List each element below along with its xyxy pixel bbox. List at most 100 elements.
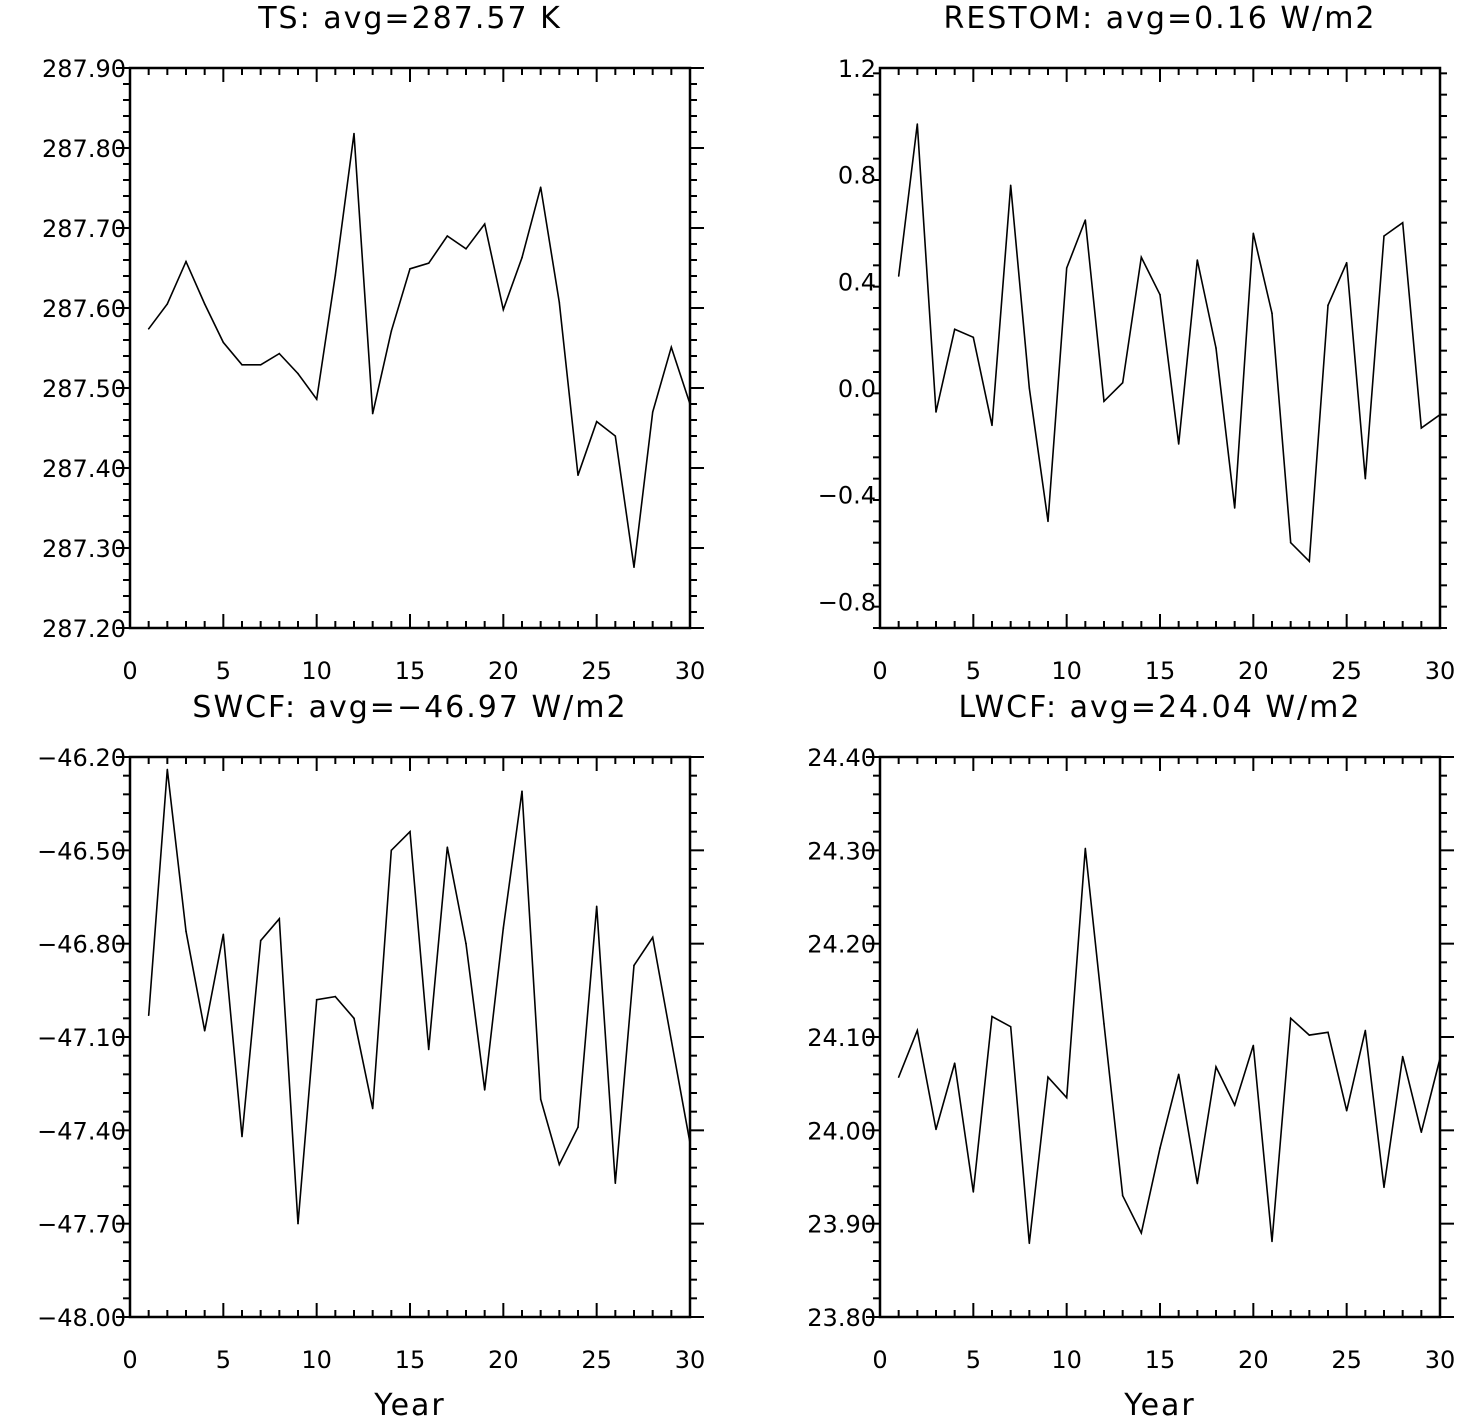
y-tick-label: 287.30 [42, 535, 126, 563]
data-point [334, 274, 337, 277]
x-tick-label: 20 [488, 657, 519, 685]
series-line [897, 123, 1441, 564]
data-point [1364, 1029, 1367, 1032]
data-point [166, 303, 169, 305]
data-point [916, 1029, 919, 1032]
data-point [1103, 400, 1105, 403]
plot-frame [878, 66, 1442, 630]
x-tick-label: 10 [1051, 1346, 1082, 1374]
data-point [1028, 1242, 1031, 1245]
y-tick-label: 287.50 [42, 375, 126, 403]
data-point [935, 411, 937, 413]
data-point [1084, 847, 1087, 850]
y-tick-label: 0.8 [838, 162, 876, 190]
data-point [371, 1107, 374, 1110]
data-point [1047, 520, 1049, 523]
data-point [1028, 387, 1031, 389]
data-point [390, 849, 393, 852]
data-point [483, 223, 486, 225]
data-point [670, 346, 673, 349]
data-point [427, 262, 430, 265]
data-point [502, 927, 505, 929]
data-point [241, 1135, 243, 1138]
y-tick-label: 287.80 [42, 135, 126, 163]
data-point [972, 336, 975, 339]
x-axis-label: Year [373, 1388, 446, 1416]
data-point [1065, 267, 1068, 269]
data-point [1196, 259, 1199, 261]
x-axis-label: Year [1123, 1388, 1196, 1416]
data-point [1439, 1057, 1441, 1060]
x-tick-label: 15 [395, 657, 426, 685]
data-point [1401, 221, 1404, 224]
data-point [185, 260, 187, 263]
data-point [1196, 1182, 1199, 1185]
data-point [1383, 1186, 1385, 1189]
y-tick-label: 287.60 [42, 295, 126, 323]
data-point [953, 328, 956, 331]
data-point [689, 1141, 691, 1144]
data-point [521, 790, 523, 793]
panel-swcf: SWCF: avg=−46.97 W/m2 0 5 10 15 20 25 30 −48.00 −… [37, 690, 705, 1416]
data-point [614, 1182, 617, 1185]
data-point [558, 301, 561, 304]
data-point [1383, 235, 1385, 237]
x-tick-label: 10 [1051, 657, 1082, 685]
data-point [1271, 1240, 1273, 1243]
data-point [1084, 219, 1087, 221]
x-tick-label: 10 [301, 1346, 332, 1374]
data-point [1420, 427, 1423, 429]
y-tick-label: 23.90 [807, 1211, 876, 1239]
x-tick-label: 15 [1145, 657, 1176, 685]
data-point [897, 275, 900, 277]
data-point [1327, 304, 1329, 307]
data-point [577, 474, 579, 477]
x-tick-label: 0 [122, 1346, 137, 1374]
data-point [446, 846, 449, 849]
data-point [1327, 1031, 1329, 1034]
data-point [222, 341, 225, 344]
x-tick-label: 30 [1425, 1346, 1456, 1374]
data-point [222, 933, 225, 936]
data-point [371, 412, 374, 415]
data-point [1159, 293, 1161, 296]
data-point [651, 936, 654, 939]
data-point [1177, 1073, 1180, 1076]
data-point [166, 768, 169, 771]
y-tick-label: 0.4 [838, 268, 876, 296]
data-point [409, 830, 411, 833]
data-point [521, 256, 523, 259]
data-point [689, 403, 691, 405]
data-point [241, 364, 243, 366]
data-point [297, 1222, 299, 1225]
data-point [1345, 261, 1348, 264]
x-tick-label: 20 [488, 1346, 519, 1374]
data-point [446, 235, 449, 237]
data-point [203, 303, 206, 305]
y-tick-label: 287.70 [42, 215, 126, 243]
data-point [1047, 1076, 1049, 1078]
data-point [1252, 232, 1255, 235]
data-point [465, 248, 467, 250]
data-point [539, 1098, 542, 1101]
x-tick-label: 30 [675, 657, 706, 685]
series-line [147, 769, 691, 1224]
data-point [203, 1029, 206, 1032]
x-tick-label: 15 [395, 1346, 426, 1374]
data-point [539, 186, 542, 188]
x-tick-label: 0 [122, 657, 137, 685]
data-point [334, 995, 337, 998]
data-point [1364, 477, 1367, 480]
data-point [297, 372, 299, 375]
y-tick-label: 24.10 [807, 1024, 876, 1052]
x-tick-label: 5 [966, 657, 981, 685]
y-tick-label: 1.2 [838, 55, 876, 83]
y-tick-label: −46.80 [37, 931, 126, 959]
data-point [1308, 1034, 1311, 1036]
data-point [259, 939, 262, 942]
data-point [353, 1017, 355, 1020]
data-point [651, 411, 654, 413]
data-point [409, 268, 411, 270]
chart-title: RESTOM: avg=0.16 W/m2 [943, 1, 1376, 36]
data-point [1177, 443, 1180, 445]
